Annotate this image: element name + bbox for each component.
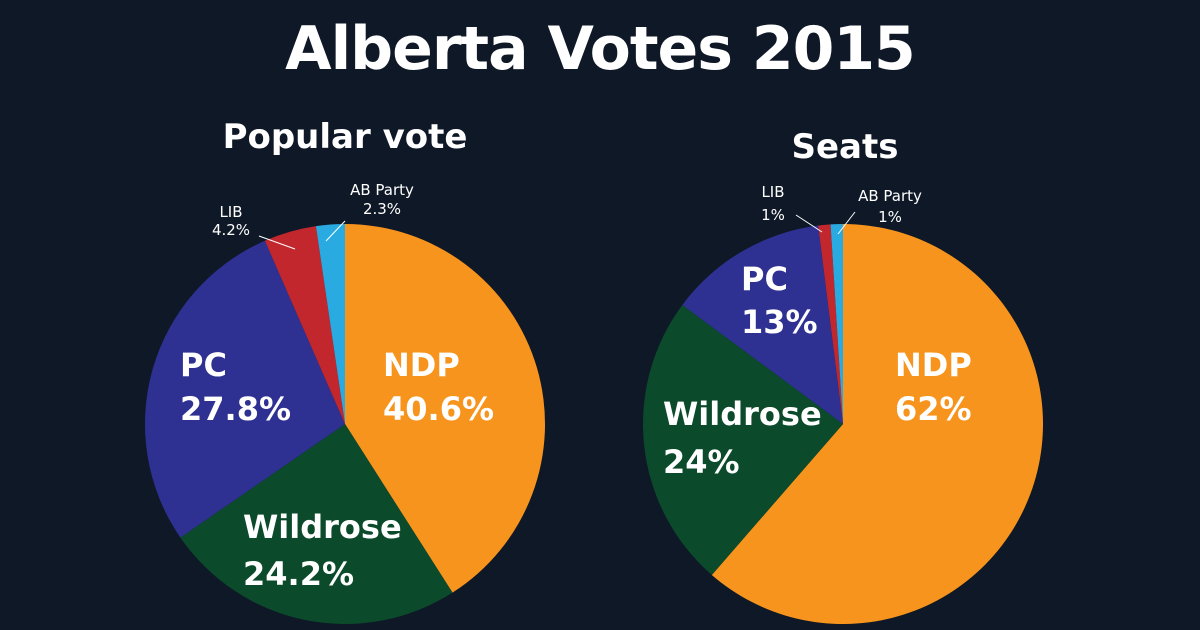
popular-value-pc: 27.8% [180,390,291,428]
seats-slice-pc [682,225,843,424]
popular-label-ndp: NDP [383,346,460,384]
popular-value-ndp: 40.6% [383,390,494,428]
seats-value-ab-party: 1% [878,208,902,226]
seats-value-wildrose: 24% [663,443,740,481]
popular-value-wildrose: 24.2% [243,555,354,593]
popular-vote-title: Popular vote [222,117,468,157]
seats-slice-ab-party [830,224,843,424]
popular-leader-ab-party [325,220,346,242]
popular-label-wildrose: Wildrose [243,508,402,546]
seats-title: Seats [791,127,899,167]
popular-slice-wildrose [180,424,453,624]
seats-slice-ndp [711,224,1044,624]
seats-slice-lib [818,224,843,424]
seats-value-ndp: 62% [895,390,972,428]
page-title: Alberta Votes 2015 [285,14,916,84]
seats-label-pc: PC [741,260,788,298]
popular-slice-ndp [345,224,545,593]
seats-label-wildrose: Wildrose [663,395,822,433]
seats-label-lib: LIB [761,183,784,201]
popular-leader-lib [258,235,296,250]
popular-label-ab-party: AB Party [350,181,414,199]
seats-leader-ab-party [837,211,856,235]
popular-slice-ab-party [315,224,345,424]
seats-value-lib: 1% [761,206,785,224]
seats-label-ab-party: AB Party [858,187,922,205]
popular-value-lib: 4.2% [212,221,250,239]
popular-slice-pc [145,240,345,538]
seats-label-ndp: NDP [895,346,972,384]
popular-slice-lib [264,226,345,424]
seats-value-pc: 13% [741,303,818,341]
seats-leader-lib [795,214,823,233]
popular-value-ab-party: 2.3% [363,200,401,218]
popular-label-lib: LIB [219,203,242,221]
popular-label-pc: PC [180,346,227,384]
seats-slice-wildrose [643,304,843,575]
